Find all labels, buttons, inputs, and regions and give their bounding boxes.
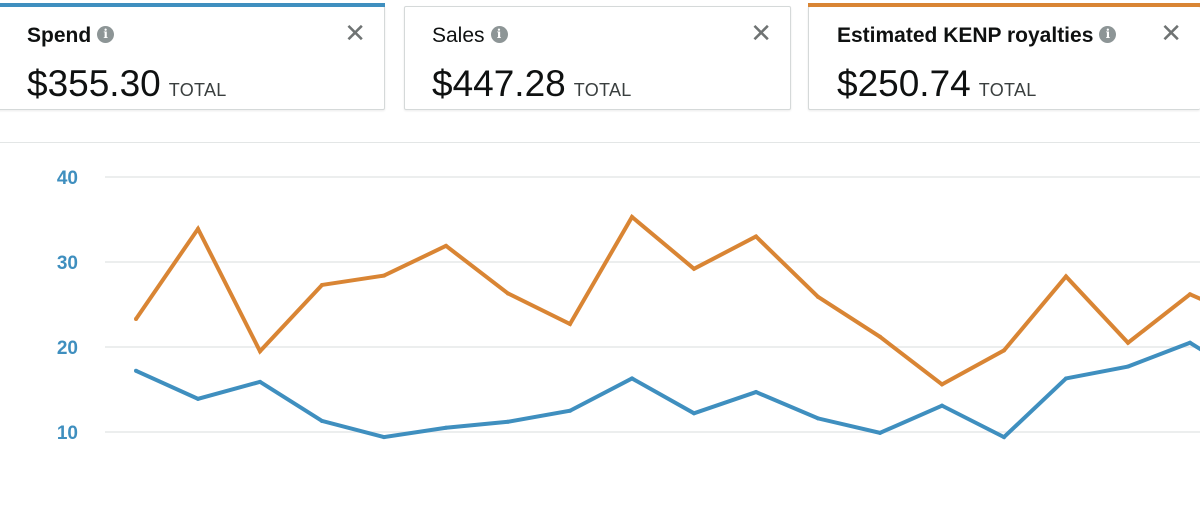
metric-value-row: $250.74 TOTAL xyxy=(837,63,1037,105)
series-1-point-9[interactable] xyxy=(692,411,696,416)
y-tick-label: 30 xyxy=(57,253,78,274)
series-1-point-3[interactable] xyxy=(320,418,324,423)
metric-label-text: Estimated KENP royalties xyxy=(837,24,1094,47)
series-0-point-1[interactable] xyxy=(196,226,200,231)
metric-card-spend-color-bar xyxy=(0,3,385,7)
metric-card-kenp-royalties[interactable]: Estimated KENP royalties i ✕ $250.74 TOTAL xyxy=(808,3,1200,110)
metric-unit: TOTAL xyxy=(978,80,1037,100)
series-0-point-10[interactable] xyxy=(754,234,758,239)
series-1-point-5[interactable] xyxy=(444,425,448,430)
series-1-point-13[interactable] xyxy=(940,403,944,408)
metric-value-kenp: $250.74 xyxy=(837,63,971,104)
metric-label-sales: Sales i xyxy=(432,24,508,48)
series-0-point-9[interactable] xyxy=(692,266,696,271)
series-1-point-2[interactable] xyxy=(258,379,262,384)
metric-value-sales: $447.28 xyxy=(432,63,566,104)
series-line-1 xyxy=(135,340,1200,440)
metric-value-spend: $355.30 xyxy=(27,63,161,104)
series-0-point-11[interactable] xyxy=(816,294,820,299)
info-icon[interactable]: i xyxy=(97,25,115,43)
metric-value-row: $447.28 TOTAL xyxy=(432,63,632,105)
series-1-point-10[interactable] xyxy=(754,390,758,395)
series-1-point-17[interactable] xyxy=(1188,340,1192,345)
close-icon[interactable]: ✕ xyxy=(750,19,772,49)
y-tick-label: 40 xyxy=(57,168,78,189)
series-0-point-6[interactable] xyxy=(506,291,510,296)
metric-label-text: Spend xyxy=(27,24,92,47)
line-chart: 40 30 20 10 xyxy=(57,168,1200,444)
series-1-point-0[interactable] xyxy=(134,368,138,373)
series-1-point-15[interactable] xyxy=(1064,376,1068,381)
metric-unit: TOTAL xyxy=(168,80,227,100)
series-1-point-14[interactable] xyxy=(1002,435,1006,440)
series-1-point-4[interactable] xyxy=(382,435,386,440)
series-0-point-3[interactable] xyxy=(320,282,324,287)
series-0-point-0[interactable] xyxy=(134,316,138,321)
metric-label-spend: Spend i xyxy=(27,24,115,48)
chart-divider xyxy=(0,142,1200,143)
metric-unit: TOTAL xyxy=(573,80,632,100)
series-1-point-8[interactable] xyxy=(630,376,634,381)
close-icon[interactable]: ✕ xyxy=(1160,19,1182,49)
series-0-point-17[interactable] xyxy=(1188,292,1192,297)
series-1-point-16[interactable] xyxy=(1126,364,1130,369)
series-0-point-2[interactable] xyxy=(258,349,262,354)
series-1-point-12[interactable] xyxy=(878,430,882,435)
series-0-point-8[interactable] xyxy=(630,214,634,219)
metric-label-kenp: Estimated KENP royalties i xyxy=(837,24,1117,48)
series-0-point-5[interactable] xyxy=(444,243,448,248)
series-0-point-12[interactable] xyxy=(878,334,882,339)
close-icon[interactable]: ✕ xyxy=(344,19,366,49)
info-icon[interactable]: i xyxy=(490,25,508,43)
series-1-point-1[interactable] xyxy=(196,396,200,401)
series-0-point-13[interactable] xyxy=(940,382,944,387)
y-tick-label: 20 xyxy=(57,338,78,359)
series-0-point-14[interactable] xyxy=(1002,348,1006,353)
series-1-point-7[interactable] xyxy=(568,408,572,413)
series-0-point-4[interactable] xyxy=(382,273,386,278)
metric-label-text: Sales xyxy=(432,24,485,47)
metric-card-sales[interactable]: Sales i ✕ $447.28 TOTAL xyxy=(404,6,791,110)
series-0-point-16[interactable] xyxy=(1126,340,1130,345)
metric-card-spend[interactable]: Spend i ✕ $355.30 TOTAL xyxy=(0,3,385,110)
series-1-point-11[interactable] xyxy=(816,416,820,421)
series-0-point-7[interactable] xyxy=(568,322,572,327)
metric-value-row: $355.30 TOTAL xyxy=(27,63,227,105)
series-line-0 xyxy=(134,213,1200,387)
series-0-point-15[interactable] xyxy=(1064,274,1068,279)
metric-card-kenp-color-bar xyxy=(808,3,1200,7)
series-1-point-6[interactable] xyxy=(506,419,510,424)
y-tick-label: 10 xyxy=(57,423,78,444)
info-icon[interactable]: i xyxy=(1099,25,1117,43)
metric-cards: Spend i ✕ $355.30 TOTAL Sales i ✕ $447.28 TO… xyxy=(0,0,1200,115)
